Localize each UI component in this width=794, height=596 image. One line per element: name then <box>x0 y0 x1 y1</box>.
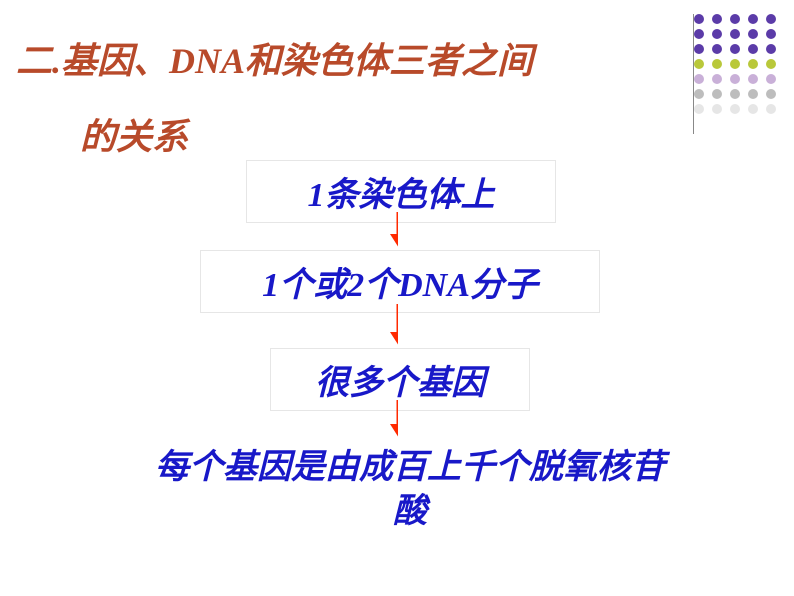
dots-row <box>694 59 776 69</box>
dots-row <box>694 104 776 114</box>
dot-icon <box>712 44 722 54</box>
arrow-down-icon <box>388 304 398 346</box>
dot-icon <box>694 74 704 84</box>
dot-icon <box>712 14 722 24</box>
slide-title-line2: 的关系 <box>80 108 188 160</box>
dot-icon <box>730 104 740 114</box>
dots-row <box>694 74 776 84</box>
dot-icon <box>712 104 722 114</box>
dot-icon <box>730 59 740 69</box>
dot-icon <box>766 14 776 24</box>
dot-icon <box>748 44 758 54</box>
dot-icon <box>766 44 776 54</box>
dot-icon <box>694 44 704 54</box>
dot-icon <box>730 74 740 84</box>
dots-row <box>694 29 776 39</box>
arrow-down-icon <box>388 212 398 248</box>
node-dna: 1个或2个DNA分子 <box>200 250 600 313</box>
dot-icon <box>730 89 740 99</box>
dot-icon <box>694 29 704 39</box>
dots-row <box>694 89 776 99</box>
dot-icon <box>694 14 704 24</box>
node-nucleotide: 每个基因是由成百上千个脱氧核苷酸 <box>130 440 690 540</box>
dot-icon <box>766 74 776 84</box>
dots-row <box>694 14 776 24</box>
node-chromosome: 1条染色体上 <box>246 160 556 223</box>
dot-icon <box>694 89 704 99</box>
dot-icon <box>730 29 740 39</box>
dot-icon <box>712 29 722 39</box>
dot-icon <box>730 14 740 24</box>
dot-icon <box>766 29 776 39</box>
dot-icon <box>712 89 722 99</box>
node-gene: 很多个基因 <box>270 348 530 411</box>
dot-icon <box>766 89 776 99</box>
dot-icon <box>748 74 758 84</box>
dot-icon <box>694 59 704 69</box>
dot-icon <box>712 74 722 84</box>
dot-icon <box>730 44 740 54</box>
arrow-down-icon <box>388 400 398 438</box>
dots-row <box>694 44 776 54</box>
dot-icon <box>748 29 758 39</box>
dot-icon <box>766 59 776 69</box>
slide-title-line1: 二.基因、DNA和染色体三者之间 <box>16 32 533 84</box>
dot-icon <box>748 104 758 114</box>
dot-icon <box>748 89 758 99</box>
dot-icon <box>748 59 758 69</box>
dot-icon <box>694 104 704 114</box>
dot-icon <box>712 59 722 69</box>
dot-icon <box>766 104 776 114</box>
decoration-dots <box>694 14 776 119</box>
dot-icon <box>748 14 758 24</box>
